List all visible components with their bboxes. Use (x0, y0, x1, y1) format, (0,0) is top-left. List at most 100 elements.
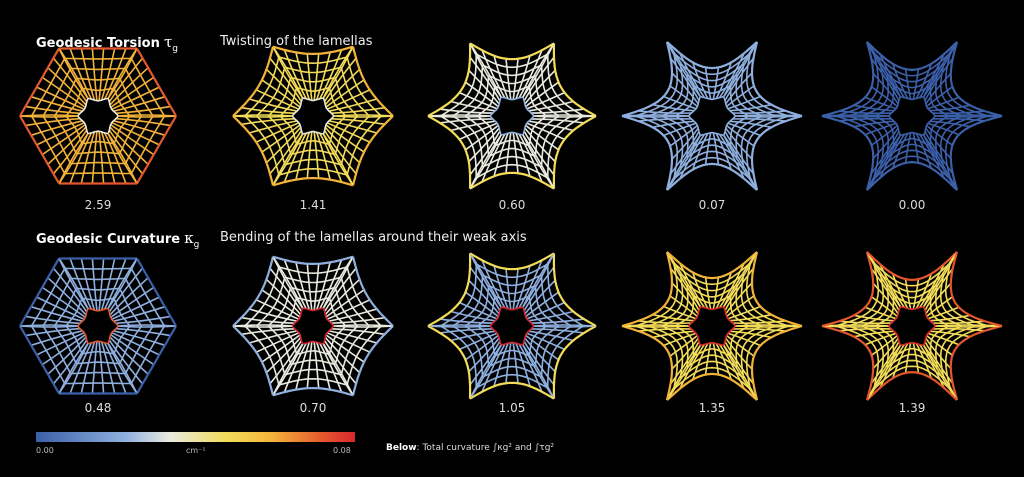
grid-ring-line (661, 284, 689, 327)
grid-radial-line (25, 315, 81, 325)
grid-ring-line (322, 325, 335, 345)
grid-ring-line (272, 176, 354, 187)
grid-radial-line (481, 133, 506, 183)
grid-ring-line (874, 325, 895, 357)
grid-radial-line (41, 123, 86, 156)
grid-radial-line (249, 98, 298, 112)
grid-radial-line (621, 325, 689, 328)
grid-radial-line (91, 341, 98, 394)
grid-radial-line (111, 331, 160, 356)
grid-ring-line (661, 325, 689, 368)
torsion-grid-2 (232, 45, 394, 187)
grid-ring-line (522, 115, 535, 136)
grid-radial-line (109, 67, 149, 106)
grid-radial-line (313, 53, 320, 101)
grid-radial-line (324, 126, 361, 164)
grid-ring-line (82, 140, 114, 145)
torsion-value-2: 1.41 (300, 198, 327, 212)
grid-ring-line (118, 115, 143, 154)
grid-radial-line (58, 133, 89, 184)
torsion-heading: Geodesic Torsion τg (36, 33, 179, 54)
grid-radial-line (671, 337, 699, 370)
torsion-row: 2.59 1.41 0.60 0.07 0.00 (19, 41, 1003, 212)
grid-radial-line (904, 132, 912, 163)
grid-ring-line (328, 115, 347, 145)
grid-radial-line (306, 131, 313, 179)
grid-radial-line (515, 342, 531, 387)
grid-ring-line (19, 115, 60, 185)
grid-radial-line (712, 67, 720, 100)
grid-ring-line (666, 162, 758, 191)
torsion-subscript: g (172, 44, 179, 54)
grid-radial-line (272, 46, 304, 99)
grid-ring-line (124, 115, 154, 164)
grid-ring-line (866, 370, 958, 401)
grid-radial-line (325, 79, 365, 108)
grid-ring-line (666, 251, 758, 280)
grid-ring-line (30, 268, 66, 327)
grid-radial-line (666, 344, 702, 401)
grid-ring-line (464, 115, 490, 157)
grid-radial-line (505, 268, 512, 310)
grid-radial-line (115, 117, 171, 127)
grid-radial-line (481, 343, 506, 393)
grid-ring-line (949, 324, 1003, 401)
grid-radial-line (524, 127, 556, 163)
footnote: Below: Total curvature ∫κg² and ∫τg² (386, 443, 554, 453)
grid-radial-line (103, 342, 127, 394)
grid-ring-line (674, 325, 695, 357)
grid-ring-line (232, 46, 275, 117)
grid-ring-line (821, 324, 875, 401)
grid-radial-line (524, 337, 556, 373)
grid-radial-line (261, 289, 301, 318)
grid-radial-line (935, 115, 1003, 118)
grid-ring-line (272, 386, 354, 397)
grid-radial-line (704, 342, 712, 375)
grid-ring-line (848, 115, 884, 169)
grid-radial-line (439, 318, 493, 324)
grid-radial-line (109, 336, 149, 375)
grid-ring-line (648, 63, 684, 117)
grid-ring-line (900, 305, 924, 311)
grid-radial-line (522, 42, 555, 98)
grid-radial-line (493, 132, 509, 177)
grid-ring-line (296, 140, 330, 146)
grid-ring-line (729, 295, 750, 327)
grid-ring-line (136, 257, 177, 327)
grid-radial-line (331, 316, 385, 324)
grid-ring-line (346, 115, 382, 176)
grid-radial-line (36, 331, 85, 356)
grid-ring-line (64, 57, 132, 60)
grid-ring-line (82, 350, 114, 355)
grid-radial-line (469, 134, 502, 190)
grid-radial-line (30, 305, 83, 322)
grid-radial-line (326, 332, 371, 353)
grid-ring-line (469, 381, 555, 400)
grid-radial-line (468, 337, 500, 373)
grid-radial-line (450, 120, 496, 132)
grid-ring-line (427, 43, 472, 117)
grid-radial-line (41, 76, 86, 109)
grid-ring-line (750, 251, 803, 328)
grid-radial-line (724, 341, 755, 385)
grid-ring-line (528, 325, 547, 356)
grid-ring-line (940, 273, 976, 327)
grid-ring-line (500, 131, 524, 136)
grid-ring-line (136, 115, 177, 185)
grid-radial-line (322, 133, 354, 186)
grid-ring-line (477, 115, 496, 146)
grid-ring-line (552, 253, 597, 327)
grid-ring-line (693, 85, 731, 94)
grid-radial-line (19, 325, 78, 328)
grid-radial-line (269, 340, 303, 385)
grid-ring-line (621, 251, 674, 328)
grid-radial-line (512, 58, 519, 100)
grid-ring-line (475, 163, 549, 179)
grid-ring-line (351, 115, 394, 186)
grid-ring-line (107, 325, 119, 344)
grid-ring-line (879, 63, 945, 83)
grid-ring-line (500, 306, 524, 311)
grid-radial-line (525, 124, 559, 151)
grid-radial-line (669, 341, 700, 385)
grid-radial-line (724, 131, 755, 175)
